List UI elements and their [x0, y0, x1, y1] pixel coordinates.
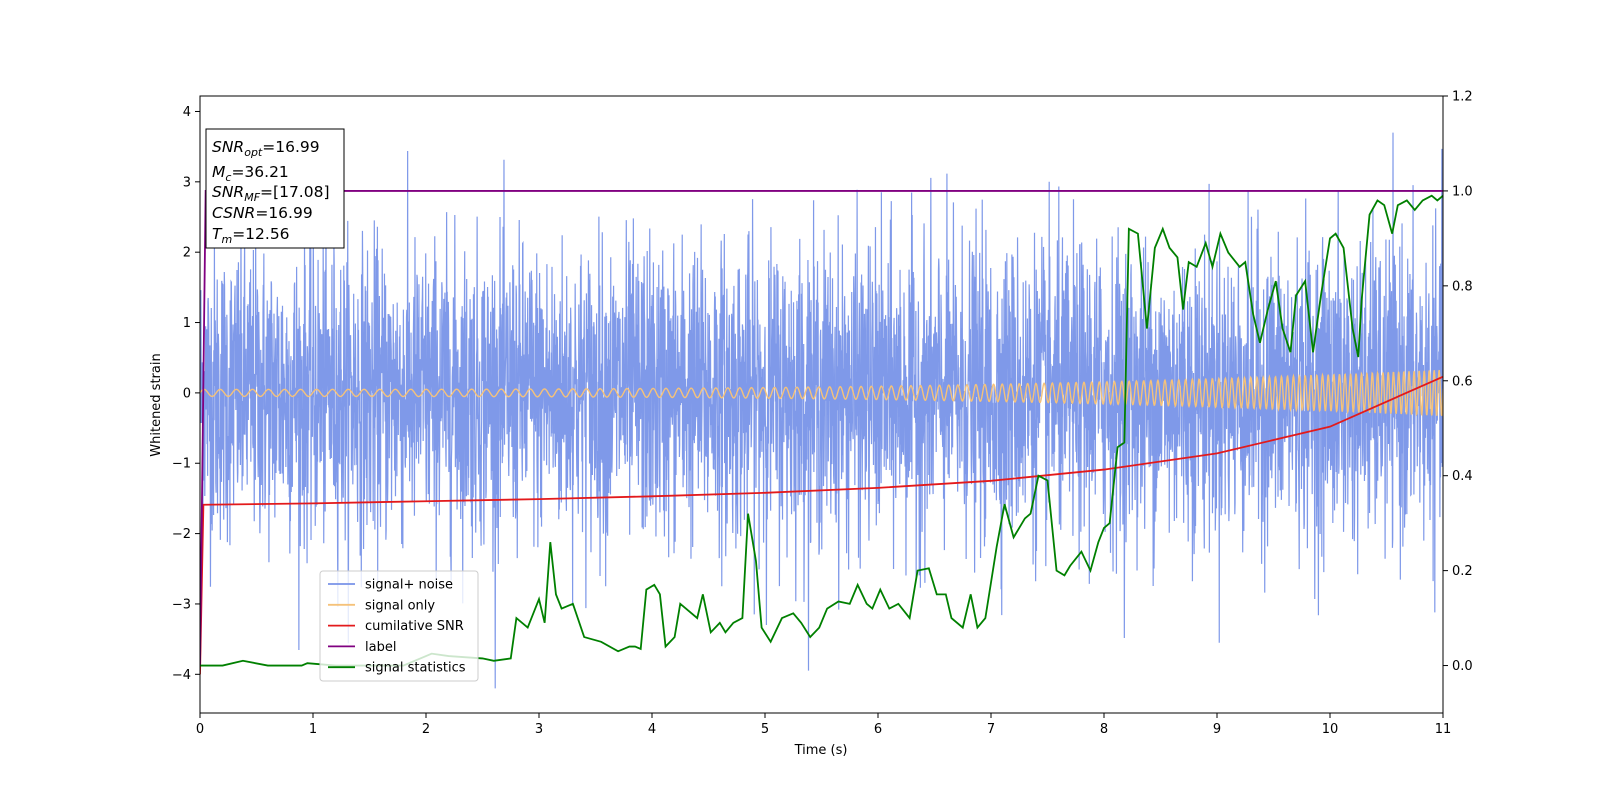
- annotation-subscript: c: [225, 171, 231, 184]
- annotation-symbol: SNR: [212, 183, 244, 201]
- x-tick-label: 11: [1435, 722, 1452, 737]
- y-tick-label: 4: [183, 105, 191, 120]
- legend-label: signal statistics: [365, 661, 466, 676]
- series-signal-statistics: [200, 194, 1443, 667]
- series-signal-noise: [200, 132, 1443, 689]
- y-tick-label: 0: [183, 386, 191, 401]
- y2-tick-label: 0.0: [1452, 659, 1473, 674]
- x-axis: 0 1 2 3 4 5 6 7 8 9 10 11: [196, 713, 1451, 737]
- annotation-lines: SNRopt=16.99Mc=36.21SNRMF=[17.08]CSNR=16…: [212, 138, 330, 246]
- legend-label: signal+ noise: [365, 578, 453, 593]
- annotation-line: Tm=12.56: [212, 225, 290, 246]
- x-axis-label: Time (s): [794, 743, 848, 758]
- y-tick-label: −3: [172, 597, 191, 612]
- plot-frame: [199, 95, 1444, 714]
- y-axis-right: 0.0 0.2 0.4 0.6 0.8 1.0 1.2: [1443, 90, 1473, 674]
- series-signal-only: [200, 369, 1443, 417]
- x-tick-label: 6: [874, 722, 882, 737]
- y2-tick-label: 0.8: [1452, 279, 1473, 294]
- y-tick-label: −2: [172, 527, 191, 542]
- annotation-subscript: m: [221, 233, 232, 246]
- y2-tick-label: 0.2: [1452, 564, 1473, 579]
- annotation-symbol: CSNR: [212, 204, 255, 222]
- annotation-frame: [205, 128, 345, 249]
- x-tick-label: 8: [1100, 722, 1108, 737]
- y-axis-label: Whitened strain: [149, 353, 164, 456]
- y-tick-label: 3: [183, 175, 191, 190]
- x-tick-label: 4: [648, 722, 656, 737]
- y2-tick-label: 0.6: [1452, 374, 1473, 389]
- y2-tick-label: 1.0: [1452, 184, 1473, 199]
- annotation-line: Mc=36.21: [212, 163, 289, 184]
- x-tick-label: 0: [196, 722, 204, 737]
- annotation-box: SNRopt=16.99Mc=36.21SNRMF=[17.08]CSNR=16…: [205, 128, 345, 249]
- y2-tick-label: 0.4: [1452, 469, 1473, 484]
- legend-items: signal+ noise signal only cumilative SNR la…: [328, 578, 466, 676]
- x-tick-label: 1: [309, 722, 317, 737]
- annotation-value: =12.56: [232, 225, 289, 243]
- annotation-value: =16.99: [255, 204, 312, 222]
- annotation-line: CSNR=16.99: [212, 204, 313, 222]
- x-tick-label: 3: [535, 722, 543, 737]
- y-tick-label: 1: [183, 316, 191, 331]
- legend: signal+ noise signal only cumilative SNR la…: [319, 570, 479, 682]
- y-tick-label: −1: [172, 457, 191, 472]
- annotation-line: SNRMF=[17.08]: [212, 183, 330, 204]
- annotation-value: =36.21: [231, 163, 288, 181]
- annotation-value: =[17.08]: [260, 183, 329, 201]
- legend-label: signal only: [365, 598, 435, 613]
- annotation-symbol: SNR: [212, 138, 244, 156]
- y2-tick-label: 1.2: [1452, 90, 1473, 105]
- x-tick-label: 2: [422, 722, 430, 737]
- annotation-subscript: MF: [244, 191, 260, 204]
- x-tick-label: 9: [1213, 722, 1221, 737]
- legend-label: cumilative SNR: [365, 619, 464, 634]
- annotation-value: =16.99: [262, 138, 319, 156]
- legend-frame: [319, 570, 479, 682]
- y-axis-left: −4 −3 −2 −1 0 1 2 3 4: [172, 105, 200, 683]
- y-tick-label: 2: [183, 246, 191, 261]
- x-tick-label: 5: [761, 722, 769, 737]
- annotation-symbol: T: [212, 225, 223, 243]
- annotation-line: SNRopt=16.99: [212, 138, 320, 159]
- series-cumilative-snr: [200, 375, 1443, 675]
- y-tick-label: −4: [172, 668, 191, 683]
- annotation-subscript: opt: [244, 146, 263, 159]
- legend-label: label: [365, 640, 396, 655]
- x-tick-label: 10: [1322, 722, 1339, 737]
- annotation-symbol: M: [212, 163, 225, 181]
- x-tick-label: 7: [987, 722, 995, 737]
